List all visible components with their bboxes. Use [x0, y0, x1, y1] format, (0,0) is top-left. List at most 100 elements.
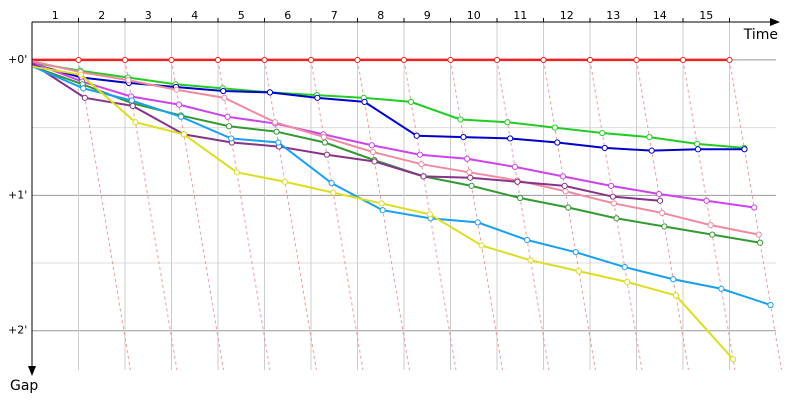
lap-guide — [357, 59, 410, 371]
x-tick-label: 8 — [377, 9, 384, 22]
point — [741, 146, 748, 153]
point — [624, 278, 631, 286]
point — [621, 263, 628, 271]
lap-guide — [78, 59, 131, 371]
point — [703, 197, 710, 204]
point — [233, 169, 240, 176]
point — [226, 123, 233, 130]
lap-guide — [310, 59, 364, 371]
y-tick-label: +2' — [8, 324, 27, 337]
point — [659, 209, 666, 217]
point — [426, 211, 433, 218]
point — [656, 197, 664, 204]
point — [447, 56, 454, 64]
point — [511, 163, 519, 170]
point — [575, 268, 582, 275]
x-tick-label: 3 — [145, 9, 152, 22]
point — [321, 139, 328, 146]
lap-guide — [264, 59, 317, 371]
point — [320, 133, 328, 141]
point — [726, 56, 733, 64]
point — [378, 200, 385, 207]
series-line — [32, 65, 771, 306]
x-tick-label: 13 — [606, 9, 620, 22]
point — [540, 56, 547, 64]
x-tick-label: 7 — [331, 9, 338, 22]
x-tick-label: 9 — [424, 9, 431, 22]
point — [307, 56, 315, 64]
point — [493, 56, 501, 64]
point — [767, 301, 774, 309]
point — [177, 113, 185, 120]
series-lines — [32, 56, 774, 363]
point — [175, 101, 183, 108]
x-axis-arrow — [770, 18, 780, 26]
point — [228, 135, 235, 142]
point — [81, 94, 88, 101]
point — [693, 140, 701, 147]
point — [271, 119, 279, 126]
lap-guide — [729, 59, 782, 371]
series-line — [32, 60, 759, 236]
point — [125, 77, 132, 84]
point — [586, 56, 594, 64]
x-tick-label: 6 — [284, 9, 291, 22]
point — [730, 356, 737, 363]
point — [707, 222, 714, 229]
point — [679, 56, 687, 64]
point — [314, 94, 321, 101]
point — [559, 173, 567, 180]
point — [670, 276, 677, 283]
point — [757, 239, 764, 246]
point — [369, 148, 377, 156]
series-line — [32, 63, 661, 202]
point — [121, 56, 129, 64]
x-tick-label: 14 — [653, 9, 667, 22]
point — [755, 231, 762, 238]
point — [466, 169, 473, 176]
point — [180, 131, 188, 138]
x-tick-label: 5 — [238, 9, 245, 22]
point — [646, 133, 653, 141]
lap-guide — [124, 59, 178, 371]
point — [371, 158, 378, 165]
point — [507, 135, 514, 142]
point — [504, 119, 511, 126]
point — [517, 194, 524, 202]
lap-guide — [682, 59, 736, 371]
point — [330, 189, 337, 196]
x-tick-label: 10 — [467, 9, 481, 22]
point — [80, 85, 87, 92]
series-line — [32, 61, 745, 149]
point — [599, 129, 606, 137]
point — [173, 86, 180, 93]
x-axis-title: Time — [743, 27, 778, 43]
point — [266, 89, 274, 96]
point — [601, 144, 608, 152]
point — [275, 139, 282, 146]
lap-guide — [543, 59, 596, 371]
point — [694, 146, 702, 153]
y-axis-arrow — [28, 366, 36, 376]
point — [354, 56, 361, 64]
point — [224, 113, 231, 120]
point — [633, 56, 640, 64]
point — [168, 56, 175, 64]
point — [400, 56, 408, 64]
x-tick-label: 2 — [98, 9, 105, 22]
point — [524, 236, 531, 244]
point — [610, 200, 618, 207]
point — [554, 139, 561, 146]
point — [672, 292, 680, 299]
point — [420, 173, 427, 180]
point — [661, 223, 668, 230]
point — [751, 204, 758, 211]
point — [613, 215, 620, 222]
point — [562, 188, 569, 195]
point — [709, 231, 716, 238]
lap-guide — [589, 59, 643, 371]
point — [407, 98, 415, 105]
lap-guide — [496, 59, 550, 371]
lap-guide — [171, 59, 224, 371]
